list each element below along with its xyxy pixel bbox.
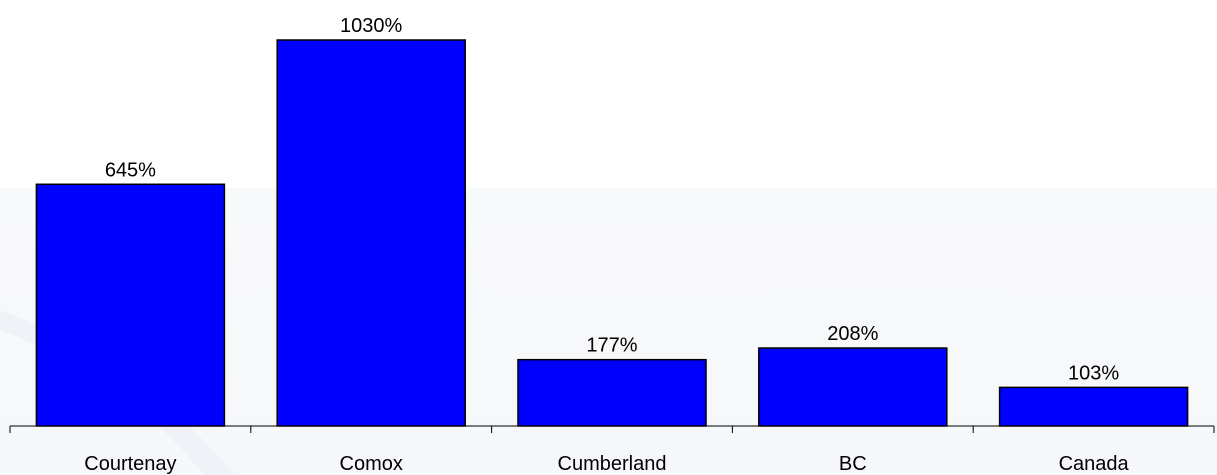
x-axis-ticks-group [9, 426, 1215, 433]
x-tick-label-comox: Comox [340, 453, 403, 475]
x-tick-label-canada: Canada [1059, 453, 1130, 475]
bar-bc [758, 347, 948, 427]
bar-courtenay [35, 183, 226, 427]
x-tick-label-bc: BC [839, 453, 867, 475]
bar-cumberland [517, 358, 707, 427]
plot-background-upper [0, 0, 1217, 188]
x-tick-label-courtenay: Courtenay [84, 453, 176, 475]
x-axis-tick-labels-group: Courtenay Comox Cumberland BC Canada [84, 453, 1129, 475]
bar-comox [276, 39, 466, 427]
value-label-comox: 1030% [340, 15, 402, 37]
value-label-courtenay: 645% [105, 159, 156, 181]
bar-canada [998, 386, 1189, 427]
value-label-cumberland: 177% [586, 335, 637, 357]
bars-group [35, 39, 1189, 427]
value-labels-group: 645% 1030% 177% 208% 103% [105, 15, 1120, 384]
value-label-bc: 208% [827, 323, 878, 345]
x-tick-label-cumberland: Cumberland [558, 453, 667, 475]
value-label-canada: 103% [1068, 362, 1119, 384]
